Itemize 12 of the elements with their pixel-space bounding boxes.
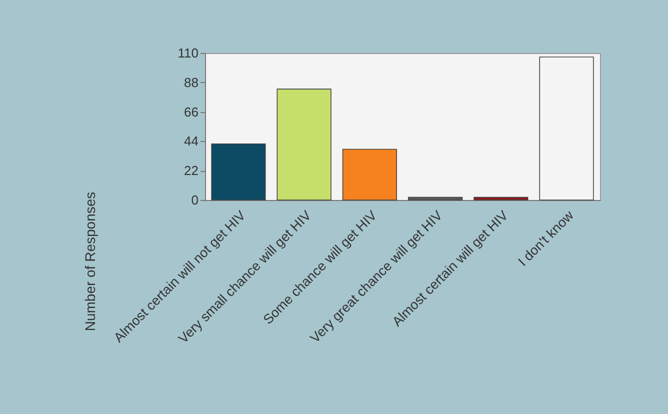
bar [342, 148, 397, 200]
bar [474, 196, 528, 200]
bar [211, 143, 266, 200]
y-tick-label: 88 [184, 74, 198, 90]
y-axis-title: Number of Responses [82, 192, 98, 332]
bar [408, 196, 463, 200]
y-tick-label: 110 [178, 46, 198, 60]
y-tick-label: 66 [184, 104, 198, 120]
y-tick-label: 22 [184, 163, 198, 178]
y-tick-label: 0 [191, 192, 198, 208]
y-tick-label: 44 [184, 134, 198, 149]
bar [276, 88, 332, 200]
